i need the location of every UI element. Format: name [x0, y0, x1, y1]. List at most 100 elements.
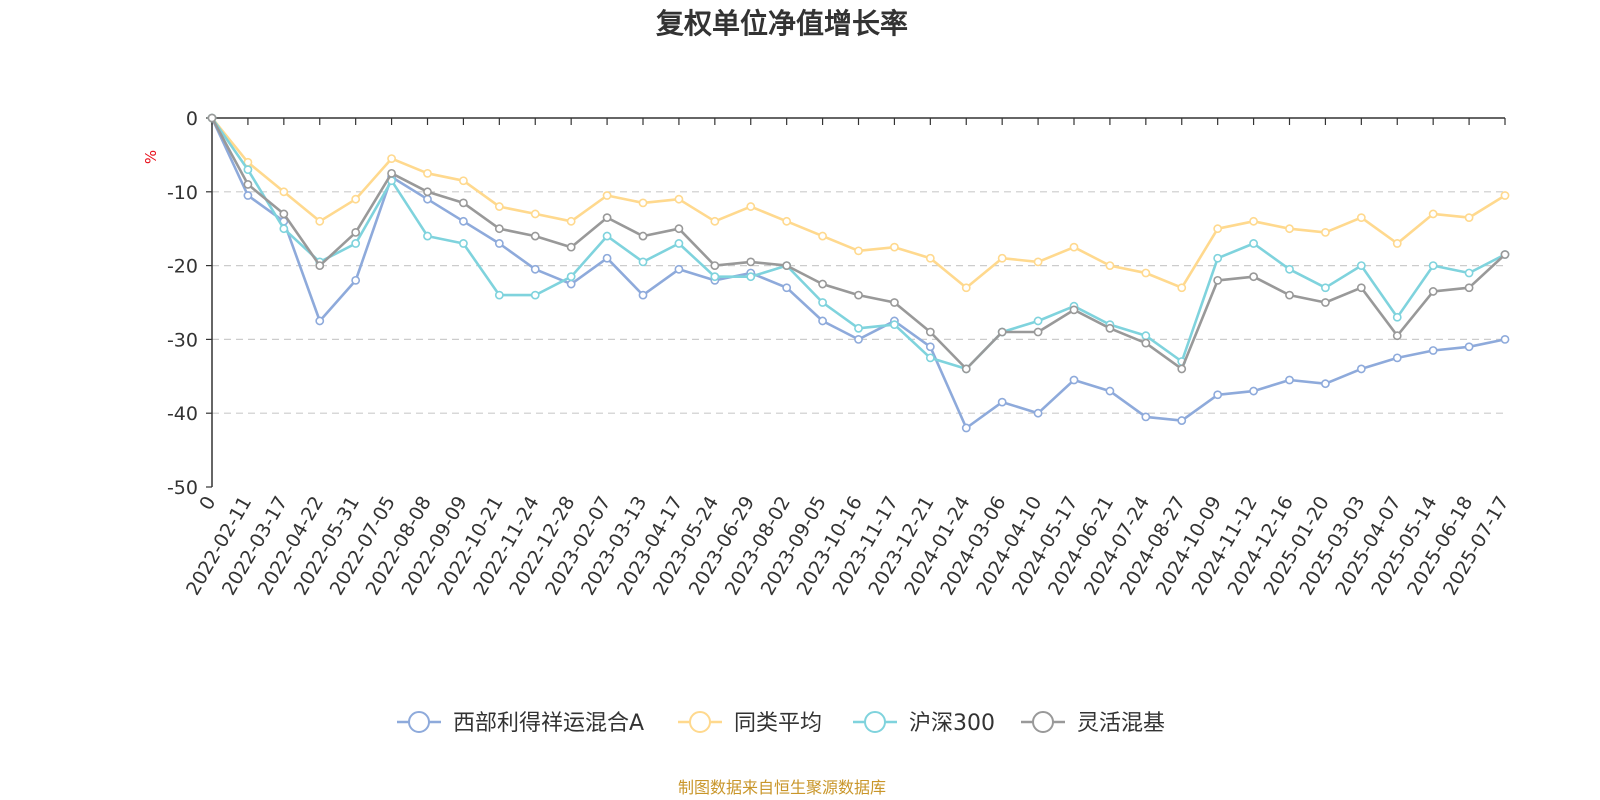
data-point	[387, 168, 396, 178]
legend-marker	[689, 711, 711, 733]
data-point	[1249, 239, 1258, 248]
data-point	[1141, 338, 1151, 348]
data-point	[530, 290, 540, 300]
data-point	[494, 290, 504, 300]
data-point	[1464, 213, 1474, 223]
data-point	[566, 216, 576, 226]
data-point	[961, 283, 971, 293]
data-point	[1321, 379, 1330, 389]
data-point	[638, 257, 648, 267]
y-tick-label: -20	[167, 256, 198, 278]
data-point	[1249, 216, 1258, 226]
data-point	[925, 353, 935, 363]
grid-lines	[212, 191, 1505, 414]
data-point	[818, 279, 827, 289]
data-point	[423, 187, 432, 197]
data-point	[494, 239, 504, 248]
legend[interactable]: 西部利得祥运混合A 同类平均 沪深300 灵活混基	[397, 711, 1165, 736]
data-point	[997, 253, 1007, 263]
data-point	[925, 342, 935, 352]
data-point	[1249, 272, 1258, 282]
data-point	[782, 261, 792, 270]
data-point	[638, 231, 648, 241]
series-3	[207, 113, 1510, 374]
data-point	[1500, 334, 1510, 344]
legend-marker	[408, 711, 430, 733]
data-point	[1464, 342, 1474, 352]
data-point	[243, 165, 253, 175]
legend-item[interactable]: 灵活混基	[1021, 711, 1165, 736]
data-point	[1141, 412, 1151, 422]
data-point	[530, 264, 540, 274]
data-point	[1321, 283, 1330, 293]
data-point	[1464, 268, 1474, 278]
data-point	[997, 327, 1007, 337]
data-point	[1392, 312, 1402, 322]
data-point	[710, 216, 720, 226]
data-point	[315, 216, 325, 226]
data-point	[1105, 261, 1115, 270]
data-point	[1033, 257, 1043, 267]
y-tick-label: -40	[167, 403, 198, 425]
data-point	[854, 246, 863, 256]
data-point	[387, 154, 396, 163]
data-point	[207, 113, 217, 123]
series-lines	[207, 113, 1510, 433]
data-point	[315, 261, 325, 270]
y-axis-unit-label: %	[142, 150, 160, 164]
data-point	[1285, 264, 1294, 274]
data-point	[782, 283, 792, 293]
data-point	[1213, 275, 1223, 285]
data-point	[351, 275, 361, 285]
data-point	[710, 272, 720, 282]
data-point	[1249, 386, 1258, 396]
series-0	[207, 113, 1510, 433]
data-point	[1321, 227, 1330, 237]
data-point	[1464, 283, 1474, 293]
data-point	[423, 168, 432, 178]
data-point	[1356, 261, 1366, 270]
data-point	[1213, 390, 1223, 400]
data-point	[1177, 364, 1187, 374]
data-point	[1069, 375, 1079, 385]
data-point	[782, 216, 792, 226]
data-point	[746, 257, 756, 267]
chart-title: 复权单位净值增长率	[656, 7, 908, 40]
data-point	[1428, 287, 1438, 296]
data-point	[279, 187, 289, 197]
legend-label: 沪深300	[909, 711, 995, 736]
legend-marker	[864, 711, 886, 733]
data-point	[854, 334, 863, 344]
data-point	[494, 202, 504, 211]
legend-marker	[1032, 711, 1054, 733]
data-point	[1285, 224, 1294, 234]
legend-label: 灵活混基	[1077, 711, 1165, 736]
legend-item[interactable]: 同类平均	[678, 711, 822, 736]
data-point	[818, 231, 827, 241]
data-point	[746, 272, 756, 282]
data-point	[1392, 353, 1402, 363]
data-point	[1213, 224, 1223, 234]
legend-item[interactable]: 沪深300	[853, 711, 995, 736]
data-point	[351, 227, 361, 237]
legend-item[interactable]: 西部利得祥运混合A	[397, 711, 644, 736]
data-point	[925, 253, 935, 263]
data-point	[710, 261, 720, 270]
data-point	[1356, 213, 1366, 223]
data-point	[818, 298, 827, 307]
y-axis-ticks: 0 -10 -20 -30 -40 -50	[167, 108, 212, 499]
data-point	[1356, 283, 1366, 293]
data-point	[1285, 290, 1294, 300]
data-point	[351, 239, 361, 248]
legend-label: 同类平均	[734, 711, 822, 736]
data-point	[1033, 327, 1043, 337]
x-tick-label: 0	[195, 493, 220, 514]
data-point	[997, 397, 1007, 407]
data-point	[566, 272, 576, 282]
y-tick-label: -10	[167, 182, 198, 204]
data-point	[423, 194, 432, 204]
data-point	[854, 323, 863, 333]
data-point	[602, 213, 612, 223]
data-point	[1428, 209, 1438, 219]
